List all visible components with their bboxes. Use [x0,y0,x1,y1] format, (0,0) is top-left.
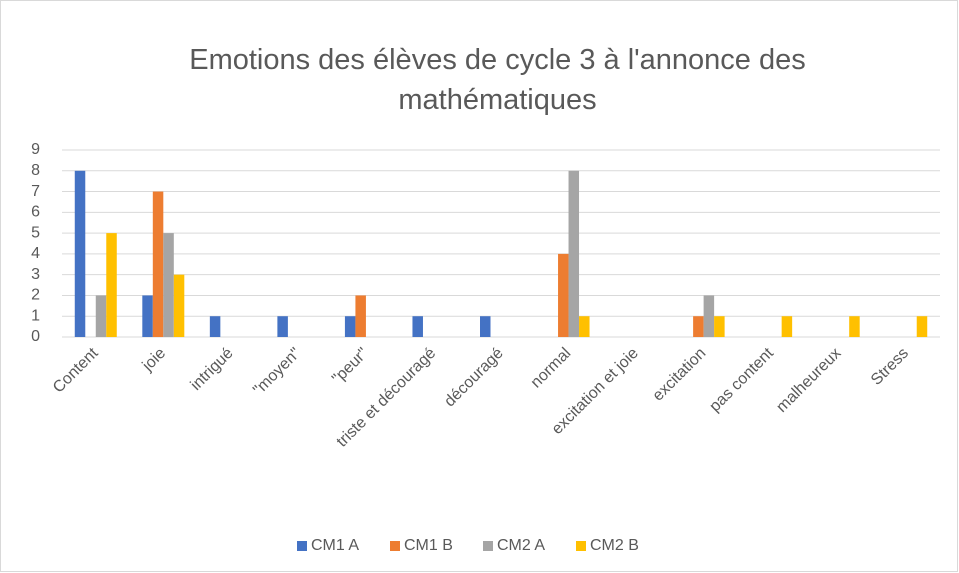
legend-swatch [576,541,586,551]
bar [849,316,860,337]
bar [163,233,174,337]
bar [568,170,580,337]
bar [714,316,725,337]
x-tick-label: malheureux [773,345,844,416]
bar [173,274,185,337]
bar [480,316,491,337]
bar [344,316,356,337]
legend-swatch [483,541,493,551]
bar [703,295,715,337]
x-tick-label: pas content [706,344,777,415]
bar [209,316,221,337]
bar [142,295,153,337]
bar [95,295,107,337]
x-tick-label: joie [139,345,169,375]
bar [916,316,928,337]
x-tick-label: normal [528,345,575,392]
bar [277,316,288,337]
bar [74,170,86,337]
y-tick-label: 2 [31,287,40,304]
bar [558,253,569,337]
bar [152,191,164,337]
x-tick-label: Stress [868,345,912,389]
bar [693,316,704,337]
bar [106,233,117,337]
legend-label: CM1 B [404,537,453,554]
legend-label: CM2 B [590,537,639,554]
y-tick-label: 7 [31,183,40,200]
y-tick-label: 4 [31,245,40,262]
y-tick-label: 5 [31,224,40,241]
x-tick-label: intrigué [188,345,237,394]
x-tick-label: Content [50,344,102,396]
bar [412,316,423,337]
y-tick-label: 1 [31,307,40,324]
legend-swatch [390,541,400,551]
x-tick-label: "moyen" [250,345,304,399]
bar [781,316,793,337]
y-tick-label: 3 [31,266,40,283]
x-tick-label: excitation [650,345,710,405]
legend-swatch [297,541,307,551]
legend-label: CM2 A [497,537,545,554]
x-tick-label: découragé [441,345,507,411]
y-tick-label: 8 [31,162,40,179]
y-tick-label: 0 [31,328,40,345]
legend-label: CM1 A [311,537,359,554]
bar [579,316,590,337]
bar [355,295,366,337]
x-tick-label: "peur" [329,345,372,388]
chart-title: Emotions des élèves de cycle 3 à l'annon… [189,44,806,116]
y-tick-label: 9 [31,141,40,158]
y-tick-label: 6 [31,204,40,221]
